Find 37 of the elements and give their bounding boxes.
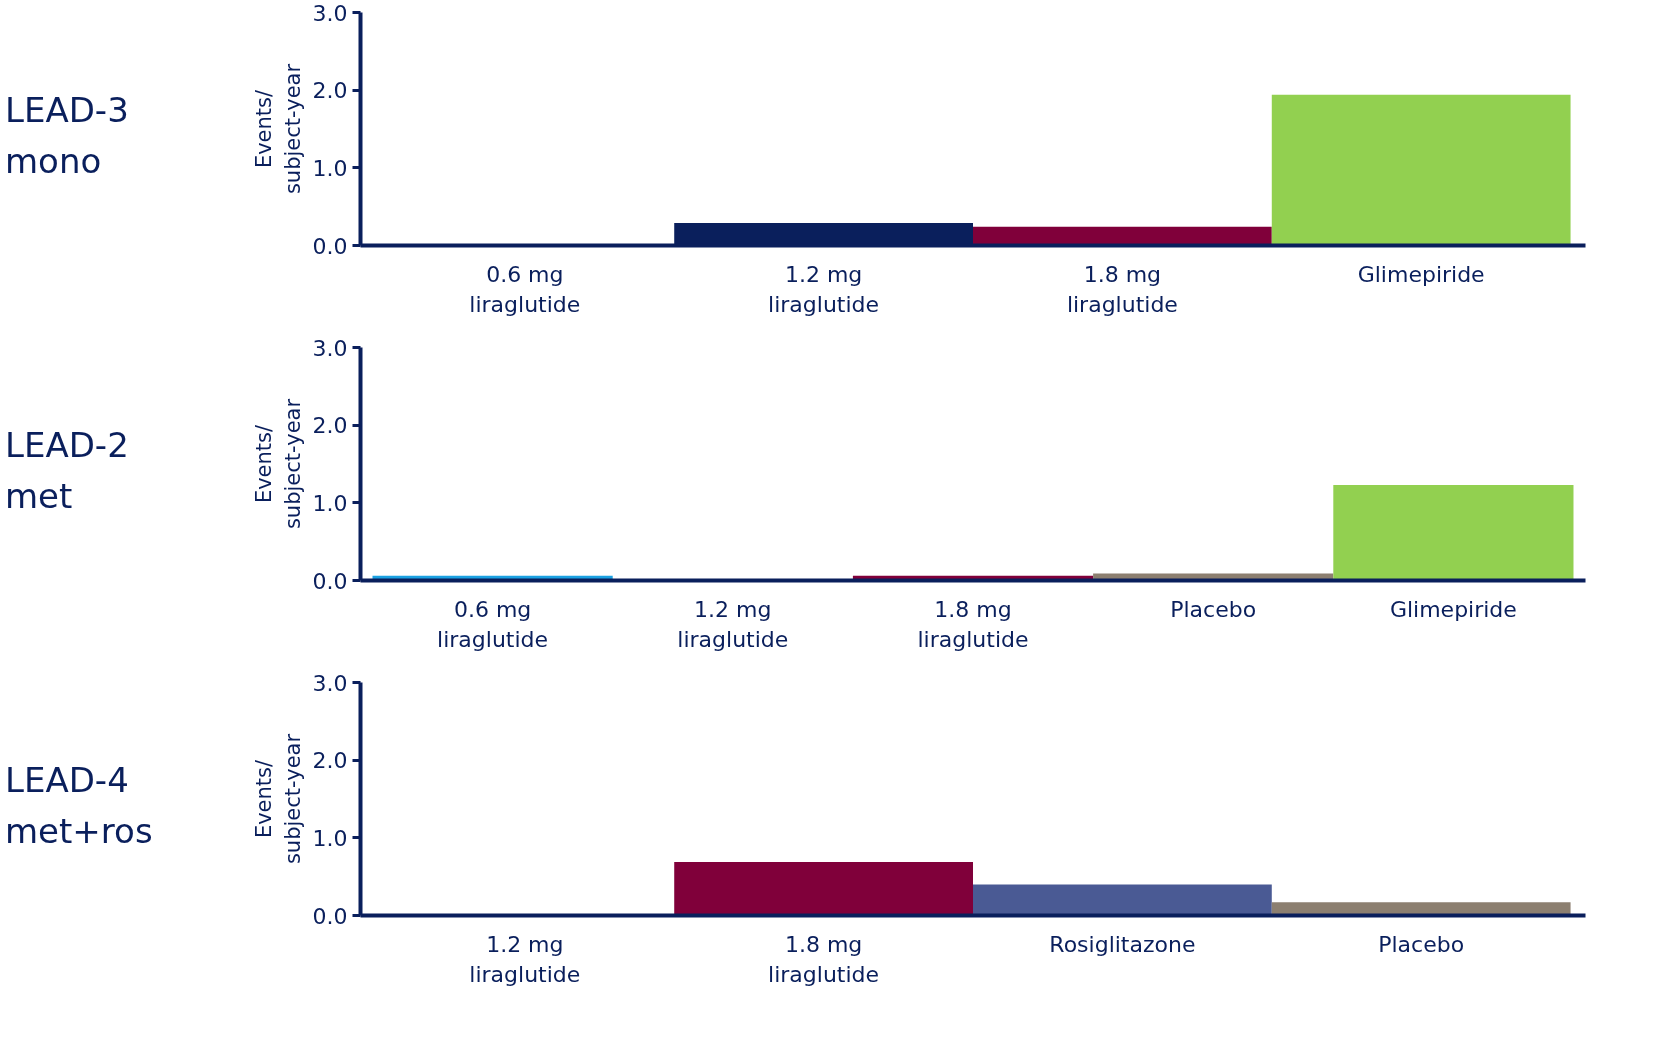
y-tick-label: 1.0 (312, 155, 348, 181)
bar (1271, 94, 1571, 246)
x-tick-label: 0.6 mg liraglutide (437, 596, 549, 652)
bar (1333, 484, 1574, 581)
x-tick-label: 1.2 mg liraglutide (768, 261, 880, 317)
bar (973, 884, 1272, 916)
bar (973, 226, 1272, 246)
y-tick-label: 0.0 (312, 568, 348, 594)
y-tick-label: 1.0 (312, 490, 348, 516)
x-tick-label: 1.8 mg liraglutide (917, 596, 1029, 652)
y-axis-title: Events/ subject-year (251, 733, 305, 865)
x-tick-label: 1.8 mg liraglutide (1066, 261, 1178, 317)
y-tick-label: 2.0 (312, 78, 348, 104)
y-tick-label: 0.0 (312, 233, 348, 259)
x-tick-label: 1.8 mg liraglutide (768, 931, 880, 987)
x-tick-label: 0.6 mg liraglutide (469, 261, 581, 317)
x-tick-label: Glimepiride (1389, 596, 1517, 622)
y-tick-label: 2.0 (312, 413, 348, 439)
x-tick-label: Glimepiride (1357, 261, 1485, 287)
bar (674, 861, 973, 916)
x-tick-label: 1.2 mg liraglutide (677, 596, 789, 652)
x-tick-label: Placebo (1378, 931, 1465, 957)
text: LEAD-2 met (5, 424, 129, 518)
y-tick-label: 2.0 (312, 748, 348, 774)
text: LEAD-3 mono (5, 89, 129, 183)
y-tick-label: 3.0 (312, 335, 348, 361)
y-tick-label: 3.0 (312, 0, 348, 26)
text: LEAD-4 met+ros (5, 759, 153, 853)
y-tick-label: 1.0 (312, 825, 348, 851)
y-tick-label: 0.0 (312, 903, 348, 929)
x-tick-label: Rosiglitazone (1049, 931, 1196, 957)
y-axis-title: Events/ subject-year (251, 63, 305, 195)
y-tick-label: 3.0 (312, 670, 348, 696)
bar (1271, 902, 1571, 916)
y-axis-title: Events/ subject-year (251, 398, 305, 530)
x-tick-label: 1.2 mg liraglutide (469, 931, 581, 987)
x-tick-label: Placebo (1170, 596, 1257, 622)
